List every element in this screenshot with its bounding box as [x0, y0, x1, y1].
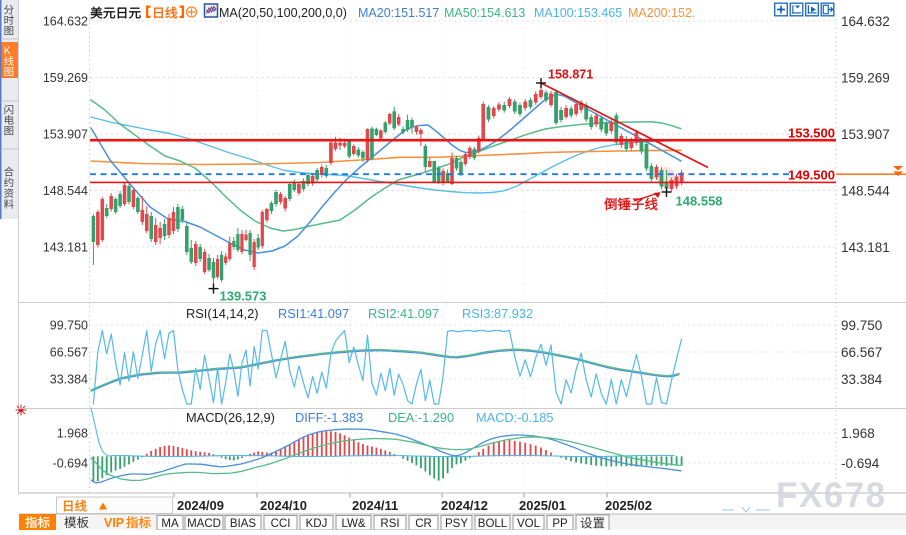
svg-text:139.573: 139.573 [220, 289, 267, 304]
svg-text:2024/10: 2024/10 [260, 498, 307, 513]
svg-text:CCI: CCI [271, 518, 291, 530]
svg-text:FX678: FX678 [776, 476, 887, 515]
svg-text:2025/02: 2025/02 [605, 498, 652, 513]
svg-text:VOL: VOL [517, 518, 541, 530]
svg-text:CR: CR [415, 518, 432, 530]
svg-text:RSI3:87.932: RSI3:87.932 [462, 306, 533, 321]
svg-text:99.750: 99.750 [50, 319, 88, 333]
svg-text:BOLL: BOLL [478, 518, 508, 530]
svg-text:2024/11: 2024/11 [352, 498, 398, 513]
svg-text:MA200:152.: MA200:152. [628, 6, 695, 20]
svg-text:33.384: 33.384 [50, 373, 88, 387]
svg-text:143.181: 143.181 [841, 240, 890, 255]
svg-text:2025/01: 2025/01 [519, 498, 566, 513]
svg-text:VIP: VIP [104, 516, 124, 530]
svg-text:KDJ: KDJ [306, 518, 328, 530]
svg-text:164.632: 164.632 [841, 14, 890, 29]
svg-text:1.968: 1.968 [841, 426, 875, 441]
svg-text:33.384: 33.384 [841, 372, 883, 387]
svg-text:2024/09: 2024/09 [177, 498, 224, 513]
svg-text:MA50:154.613: MA50:154.613 [444, 6, 525, 20]
svg-text:164.632: 164.632 [43, 15, 88, 29]
svg-text:RSI(14,14,2): RSI(14,14,2) [186, 306, 259, 321]
svg-text:-0.694: -0.694 [53, 457, 88, 471]
svg-text:MA100:153.465: MA100:153.465 [534, 6, 622, 20]
svg-text:153.500: 153.500 [788, 126, 835, 141]
svg-text:148.544: 148.544 [841, 183, 890, 198]
svg-text:-0.694: -0.694 [841, 456, 880, 471]
svg-text:153.907: 153.907 [841, 127, 890, 142]
svg-text:RSI1:41.097: RSI1:41.097 [278, 306, 349, 321]
svg-text:MACD:-0.185: MACD:-0.185 [476, 410, 554, 425]
svg-text:MA20:151.517: MA20:151.517 [358, 6, 439, 20]
svg-text:DEA:-1.290: DEA:-1.290 [388, 410, 454, 425]
svg-text:PP: PP [552, 518, 568, 530]
svg-text:66.567: 66.567 [50, 346, 88, 360]
svg-text:159.269: 159.269 [43, 71, 88, 85]
svg-text:148.544: 148.544 [43, 184, 88, 198]
svg-text:148.558: 148.558 [676, 194, 723, 209]
svg-text:66.567: 66.567 [841, 345, 882, 360]
svg-text:158.871: 158.871 [548, 68, 593, 82]
svg-text:MA: MA [161, 518, 179, 530]
svg-text:MACD: MACD [187, 518, 221, 530]
svg-text:1.968: 1.968 [57, 427, 88, 441]
svg-text:159.269: 159.269 [841, 70, 890, 85]
svg-text:MA(20,50,100,200,0,0): MA(20,50,100,200,0,0) [219, 6, 347, 20]
svg-text:DIFF:-1.383: DIFF:-1.383 [295, 410, 363, 425]
svg-text:MACD(26,12,9): MACD(26,12,9) [186, 410, 275, 425]
svg-text:2024/12: 2024/12 [441, 498, 488, 513]
svg-text:BIAS: BIAS [230, 518, 257, 530]
svg-text:149.500: 149.500 [788, 168, 835, 183]
svg-text:RSI: RSI [380, 518, 399, 530]
svg-text:153.907: 153.907 [43, 128, 88, 142]
svg-text:PSY: PSY [445, 518, 468, 530]
svg-text:99.750: 99.750 [841, 318, 882, 333]
svg-text:LW&: LW& [341, 518, 365, 530]
svg-text:143.181: 143.181 [43, 241, 88, 255]
svg-text:RSI2:41.097: RSI2:41.097 [368, 306, 439, 321]
